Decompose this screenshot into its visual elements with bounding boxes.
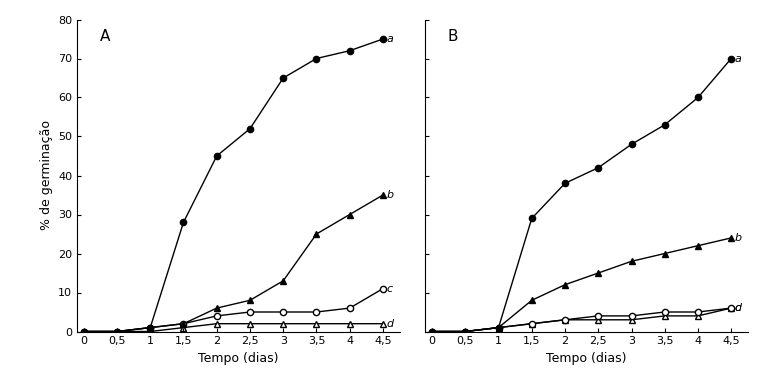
Text: d: d xyxy=(386,319,393,329)
X-axis label: Tempo (dias): Tempo (dias) xyxy=(198,352,278,365)
Text: A: A xyxy=(99,29,110,44)
Text: B: B xyxy=(448,29,459,44)
Text: c: c xyxy=(386,284,392,294)
Text: a: a xyxy=(386,34,393,44)
Text: a: a xyxy=(735,53,742,64)
Text: b: b xyxy=(386,190,393,200)
Text: b: b xyxy=(735,233,742,243)
X-axis label: Tempo (dias): Tempo (dias) xyxy=(547,352,627,365)
Text: c: c xyxy=(735,303,741,313)
Text: d: d xyxy=(735,303,742,313)
Y-axis label: % de germinação: % de germinação xyxy=(39,121,52,230)
